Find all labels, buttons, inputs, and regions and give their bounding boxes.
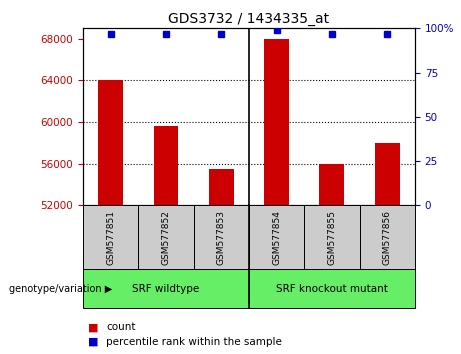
- Bar: [375, 143, 400, 205]
- Bar: [319, 164, 344, 205]
- Text: ■: ■: [88, 322, 98, 332]
- Bar: [154, 126, 178, 205]
- Text: count: count: [106, 322, 136, 332]
- Text: ■: ■: [88, 337, 98, 347]
- Bar: [209, 169, 234, 205]
- Title: GDS3732 / 1434335_at: GDS3732 / 1434335_at: [168, 12, 330, 26]
- Text: GSM577855: GSM577855: [327, 210, 337, 265]
- Text: GSM577856: GSM577856: [383, 210, 392, 265]
- Text: GSM577853: GSM577853: [217, 210, 226, 265]
- Text: GSM577854: GSM577854: [272, 210, 281, 265]
- Text: SRF wildtype: SRF wildtype: [132, 284, 200, 293]
- Text: SRF knockout mutant: SRF knockout mutant: [276, 284, 388, 293]
- Text: GSM577852: GSM577852: [161, 210, 171, 265]
- Text: percentile rank within the sample: percentile rank within the sample: [106, 337, 282, 347]
- Bar: [264, 39, 289, 205]
- Text: genotype/variation ▶: genotype/variation ▶: [9, 284, 112, 293]
- Text: GSM577851: GSM577851: [106, 210, 115, 265]
- Bar: [98, 80, 123, 205]
